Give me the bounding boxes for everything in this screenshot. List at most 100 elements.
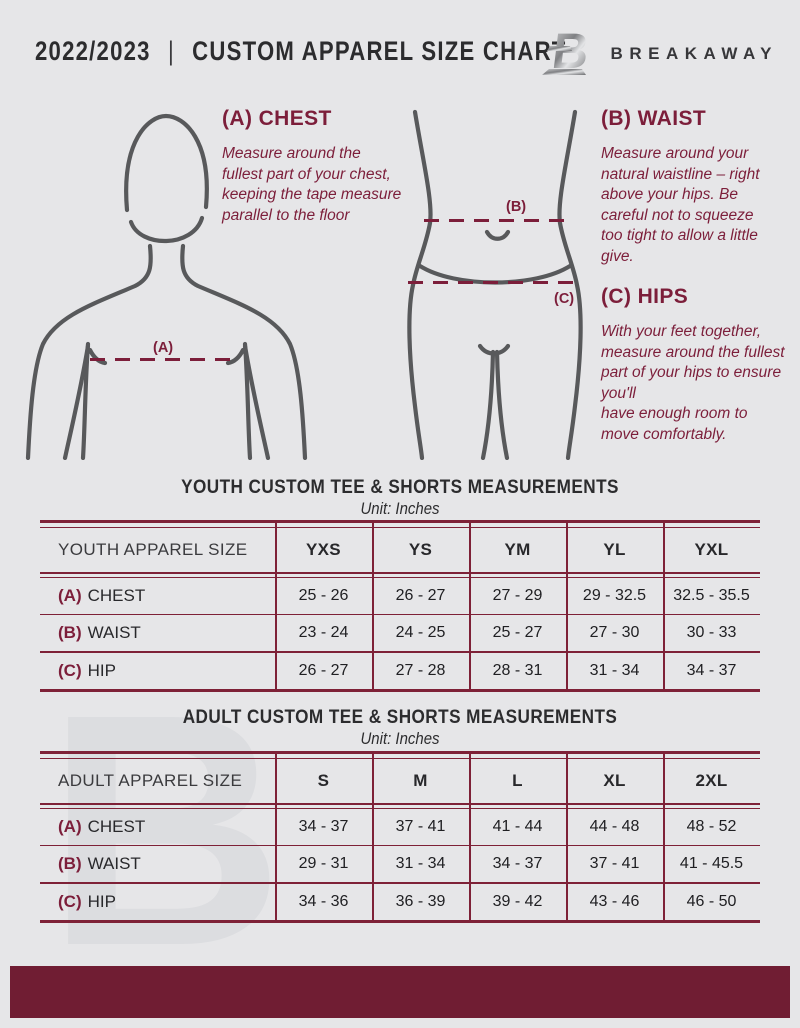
row-label-text: HIP — [87, 660, 116, 680]
figure-head-outline — [124, 113, 209, 213]
column-divider — [275, 751, 277, 923]
column-header-m: M — [413, 770, 428, 790]
table-rule — [40, 571, 760, 574]
hips-measure-dash-line — [408, 281, 583, 285]
hips-guide-body: With your feet together, measure around … — [601, 323, 785, 444]
value-cell: 41 - 45.5 — [679, 855, 744, 873]
value-cell: 28 - 31 — [492, 661, 543, 679]
figure-left-inner-leg — [480, 349, 496, 460]
table-rule — [40, 651, 760, 653]
column-divider — [372, 520, 374, 692]
value-cell: 41 - 44 — [492, 817, 543, 835]
row-key: (C) — [58, 891, 82, 911]
table-rule — [40, 688, 760, 692]
value-cell: 43 - 46 — [589, 892, 640, 910]
value-cell: 26 - 27 — [298, 661, 349, 679]
value-cell: 25 - 26 — [298, 586, 349, 604]
page-title: 2022/2023 | CUSTOM APPAREL SIZE CHART — [35, 36, 567, 67]
value-cell: 29 - 32.5 — [582, 586, 647, 604]
waist-hips-figure-illustration — [407, 109, 583, 460]
value-cell: 46 - 50 — [686, 892, 737, 910]
value-cell: 44 - 48 — [589, 817, 640, 835]
column-divider — [469, 751, 471, 923]
brand-wordmark: BREAKAWAY — [610, 44, 778, 63]
youth-size-table: YOUTH APPAREL SIZE YXS YS YM YL YXL (A) C… — [40, 520, 760, 692]
row-key: (A) — [58, 585, 82, 605]
value-cell: 27 - 30 — [589, 624, 640, 642]
value-cell: 37 - 41 — [395, 817, 446, 835]
adult-table-title: ADULT CUSTOM TEE & SHORTS MEASUREMENTS — [182, 706, 618, 728]
value-cell: 36 - 39 — [395, 892, 446, 910]
watermark-b-letter: B — [46, 652, 284, 997]
value-cell: 24 - 25 — [395, 624, 446, 642]
table-rule — [40, 751, 760, 754]
row-label-text: HIP — [87, 891, 116, 911]
figure-left-inner-arm — [62, 343, 91, 460]
adult-size-table: ADULT APPAREL SIZE S M L XL 2XL (A) CHEST… — [40, 751, 760, 923]
table-rule — [40, 520, 760, 523]
waist-guide-heading: (B) WAIST — [601, 107, 707, 130]
value-cell: 23 - 24 — [298, 624, 349, 642]
chest-marker-label: (A) — [153, 340, 174, 356]
figure-right-body-line — [557, 109, 583, 460]
table-rule — [40, 802, 760, 805]
table-rule — [40, 526, 760, 528]
adult-table-unit: Unit: Inches — [360, 729, 440, 748]
chest-measure-dash-line — [90, 358, 240, 362]
chest-guide-body: Measure around the fullest part of your … — [222, 145, 402, 224]
adult-table-header-row: ADULT APPAREL SIZE S M L XL 2XL — [40, 759, 760, 803]
youth-table-unit: Unit: Inches — [360, 499, 440, 518]
row-label-text: WAIST — [87, 854, 141, 874]
column-header-yxs: YXS — [306, 539, 341, 559]
column-divider — [469, 520, 471, 692]
table-rule — [40, 919, 760, 923]
table-rule — [40, 757, 760, 759]
row-label-chest: (A) CHEST — [40, 586, 275, 606]
value-cell: 27 - 29 — [492, 586, 543, 604]
column-header-xl: XL — [603, 770, 626, 790]
value-cell: 29 - 31 — [298, 855, 349, 873]
column-divider — [275, 520, 277, 692]
table-rule — [40, 576, 760, 578]
table-row-adult-waist: (B) WAIST 29 - 31 31 - 34 34 - 37 37 - 41… — [40, 846, 760, 882]
youth-table-title: YOUTH CUSTOM TEE & SHORTS MEASUREMENTS — [181, 476, 619, 498]
page-title-divider: | — [167, 36, 175, 66]
figure-right-inner-arm — [242, 343, 271, 460]
figure-navel — [484, 229, 511, 241]
figure-right-shoulder-arm — [180, 243, 308, 460]
table-row-youth-hip: (C) HIP 26 - 27 27 - 28 28 - 31 31 - 34 3… — [40, 653, 760, 689]
value-cell: 27 - 28 — [395, 661, 446, 679]
column-divider — [372, 751, 374, 923]
table-rule — [40, 844, 760, 847]
adult-corner-label: ADULT APPAREL SIZE — [58, 770, 243, 790]
row-label-hip: (C) HIP — [40, 892, 275, 912]
row-label-text: CHEST — [87, 816, 146, 836]
figure-left-body-line — [407, 109, 433, 460]
row-key: (C) — [58, 660, 82, 680]
row-label-hip: (C) HIP — [40, 661, 275, 681]
hips-guide-heading: (C) HIPS — [601, 285, 689, 308]
chest-guide-block: (A) CHEST Measure around the fullest par… — [222, 107, 402, 226]
figure-right-inner-leg — [494, 349, 510, 460]
value-cell: 26 - 27 — [395, 586, 446, 604]
logo-midbar — [547, 46, 572, 51]
column-header-s: S — [317, 770, 330, 790]
value-cell: 30 - 33 — [686, 624, 737, 642]
waist-marker-label: (B) — [506, 199, 527, 215]
hips-marker-label: (C) — [554, 291, 575, 307]
page-title-main: CUSTOM APPAREL SIZE CHART — [192, 36, 567, 66]
figure-jaw — [128, 215, 205, 244]
value-cell: 31 - 34 — [589, 661, 640, 679]
waist-guide-block: (B) WAIST Measure around your natural wa… — [601, 107, 779, 268]
table-row-youth-waist: (B) WAIST 23 - 24 24 - 25 25 - 27 27 - 30… — [40, 615, 760, 651]
value-cell: 34 - 37 — [686, 661, 737, 679]
waist-guide-body: Measure around your natural waistline – … — [601, 145, 760, 266]
value-cell: 39 - 42 — [492, 892, 543, 910]
column-divider — [663, 751, 665, 923]
youth-corner-label: YOUTH APPAREL SIZE — [58, 539, 248, 559]
page-title-year: 2022/2023 — [35, 36, 151, 66]
row-label-text: WAIST — [87, 623, 141, 643]
value-cell: 34 - 37 — [492, 855, 543, 873]
column-header-2xl: 2XL — [695, 770, 728, 790]
